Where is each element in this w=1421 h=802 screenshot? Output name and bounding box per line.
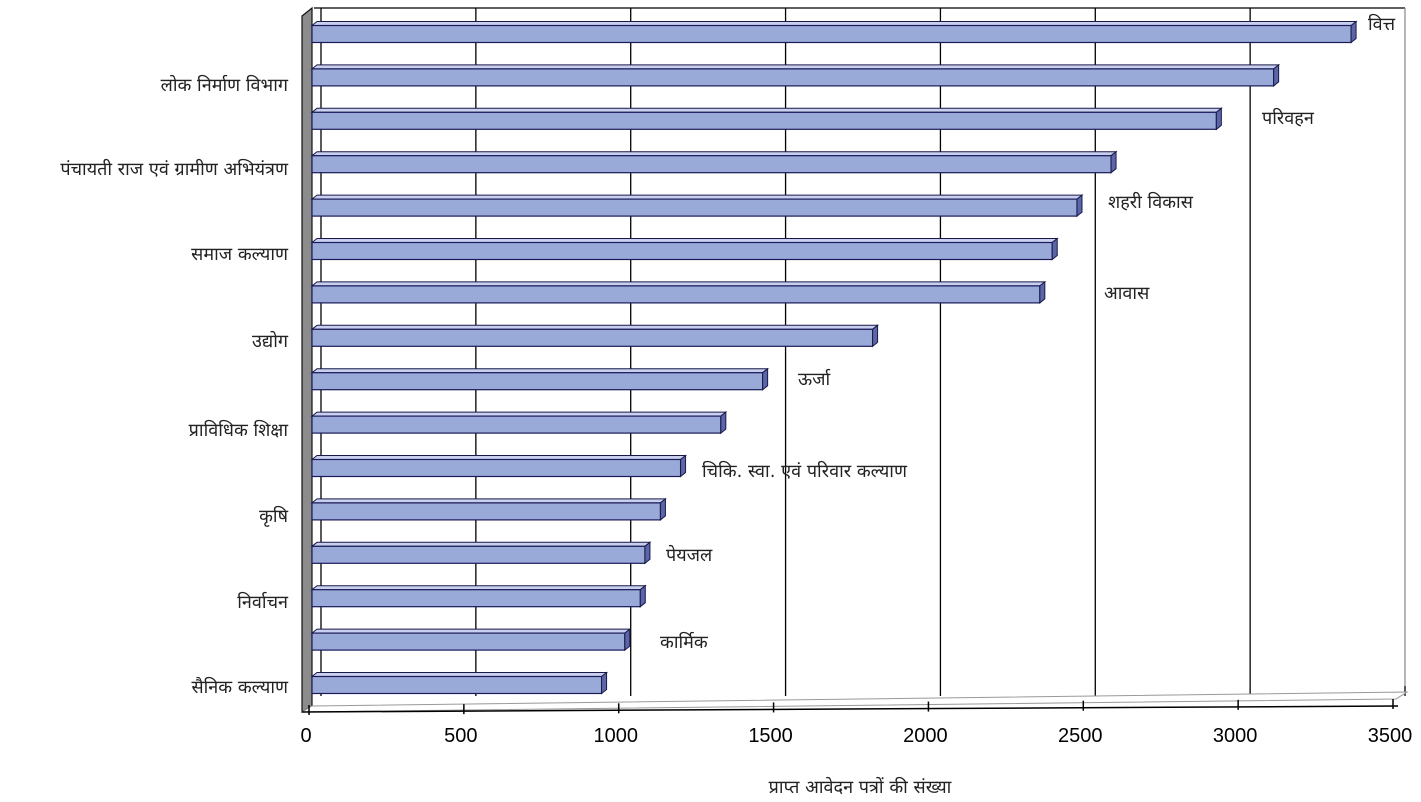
category-label: चिकि. स्वा. एवं परिवार कल्याण [702,460,908,482]
bar [310,150,1118,174]
bar-top-face [310,324,880,330]
bar [310,194,1084,218]
bar-top-face [310,411,728,417]
bar-front-face [311,198,1078,217]
bar-top-face [310,151,1118,157]
bar-end-face [639,584,646,608]
category-label: आवास [1104,283,1150,304]
x-tick-label: 1000 [593,725,638,747]
category-label: पंचायती राज एवं ग्रामीण अभियंत्रण [60,158,289,180]
bar-front-face [311,328,874,347]
bar [310,280,1047,304]
bar [310,628,632,652]
bar-front-face [311,372,764,391]
bar [310,497,667,521]
bar-front-face [311,458,682,478]
x-axis-line [301,705,1399,713]
bar-end-face [1110,150,1117,174]
bar [310,107,1223,131]
bar-end-face [762,367,769,391]
bars [310,20,1358,695]
bar-front-face [311,415,722,434]
bar-end-face [1350,20,1357,44]
bar-front-face [311,502,662,521]
bar [310,411,728,435]
x-tick-label: 2000 [903,725,948,747]
bar [310,584,647,608]
bar-end-face [624,628,631,652]
category-label: वित्त [1368,13,1396,35]
bar-end-face [872,324,879,348]
bar-front-face [311,68,1275,87]
bar-front-face [311,111,1217,130]
category-labels: वित्त लोक निर्माण विभाग परिवहन पंचायती राज … [60,13,1395,698]
bar-front-face [311,155,1112,174]
bar-end-face [1273,63,1280,87]
category-label: निर्वाचन [237,591,289,613]
x-tick-label: 2500 [1058,725,1103,747]
category-label: कार्मिक [660,631,709,653]
bar [310,63,1281,87]
bar-end-face [659,497,666,521]
bar-top-face [310,238,1059,243]
category-label: ऊर्जा [798,368,831,390]
x-axis-ticks: 0 500 1000 1500 2000 2500 3000 3500 [300,699,1412,747]
bar [310,237,1059,261]
bar-top-face [310,368,770,374]
x-tick-label: 3000 [1213,725,1258,747]
bar-top-face [310,498,667,504]
bar [310,671,609,695]
side-wall [301,6,313,714]
x-tick-label: 0 [300,725,311,747]
bar-front-face [311,285,1041,304]
x-tick-label: 3500 [1368,725,1413,747]
category-label: समाज कल्याण [191,244,289,265]
bar-end-face [644,541,651,565]
category-label: पेयजल [666,544,713,566]
bar-end-face [1215,107,1222,131]
bar-top-face [310,455,687,460]
category-label: कृषि [259,505,288,527]
bar [310,541,652,565]
bar-end-face [1076,194,1083,218]
bar [310,20,1358,44]
category-label: उद्योग [252,330,289,352]
category-label: लोक निर्माण विभाग [161,74,289,96]
bar-front-face [311,24,1352,44]
category-label: परिवहन [1262,107,1315,129]
bar [310,367,770,391]
bar-end-face [1039,280,1046,304]
bar [310,324,880,348]
bar-front-face [311,632,626,651]
bar-end-face [1051,237,1058,261]
bar-end-face [601,671,608,695]
bar-front-face [311,589,641,608]
bar-front-face [311,545,646,564]
bar-end-face [680,454,687,478]
bar-front-face [311,675,603,695]
x-tick-label: 1500 [748,725,793,747]
category-label: प्राविधिक शिक्षा [189,419,289,441]
bar-top-face [310,281,1047,287]
x-tick-label: 500 [444,725,477,747]
bar [310,454,687,478]
x-axis-label: प्राप्त आवेदन पत्रों की संख्या [769,776,952,798]
category-label: सैनिक कल्याण [191,676,289,698]
bar-end-face [720,411,727,435]
bar-front-face [311,241,1053,261]
category-label: शहरी विकास [1108,191,1194,213]
bar-top-face [310,194,1084,200]
